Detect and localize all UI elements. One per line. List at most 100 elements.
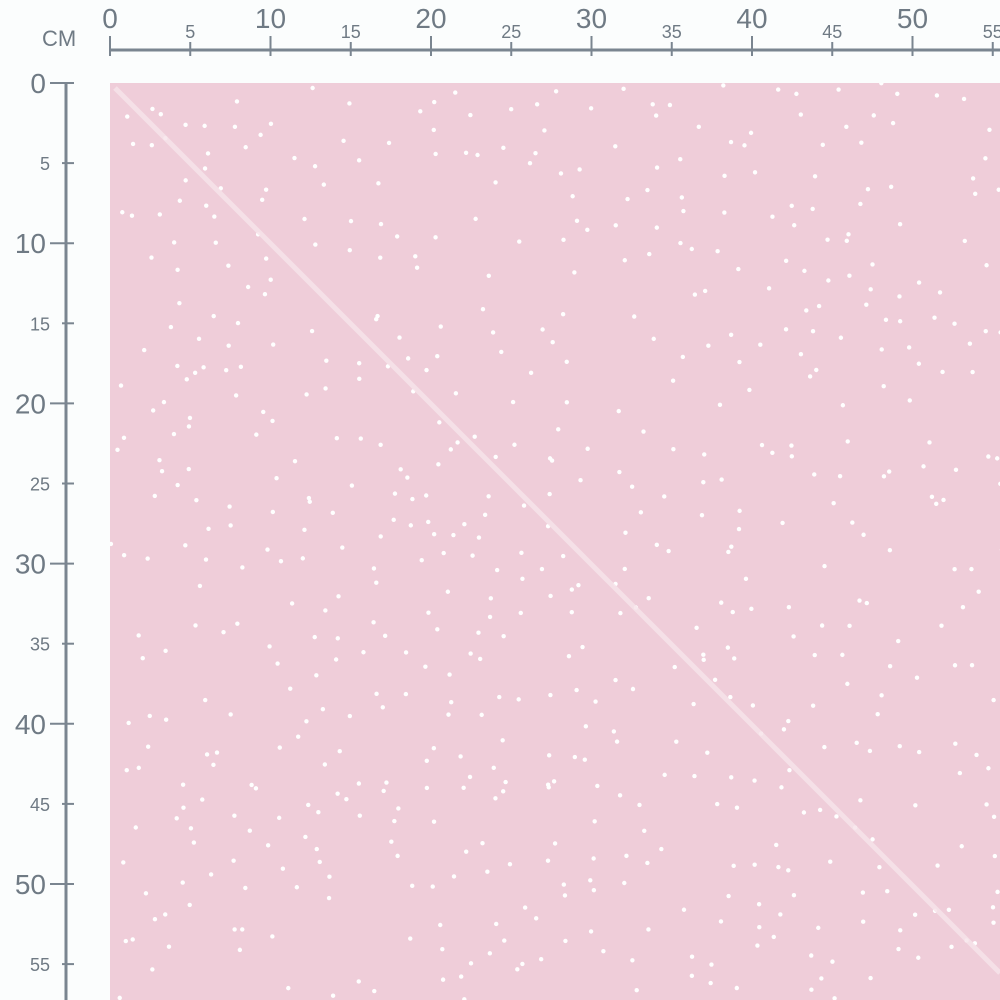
dot (323, 608, 328, 613)
dot (196, 336, 202, 342)
dot (145, 744, 151, 749)
dot (433, 235, 438, 240)
dot (240, 927, 245, 932)
dot (970, 369, 975, 375)
dot (304, 392, 309, 397)
dot (490, 330, 496, 335)
dot (435, 354, 440, 359)
dot (152, 493, 158, 499)
dot (721, 83, 726, 88)
dot (356, 361, 362, 366)
dot (566, 653, 572, 659)
dot (736, 266, 741, 272)
dot (861, 532, 866, 537)
dot (752, 778, 757, 783)
dot (268, 121, 274, 126)
dot (865, 187, 871, 192)
dot (424, 367, 429, 373)
dot (194, 497, 199, 503)
top-tick-label: 45 (822, 22, 842, 42)
dot (129, 213, 135, 218)
left-tick-label: 45 (30, 795, 50, 815)
dot (840, 652, 845, 658)
dot (435, 627, 440, 632)
dot (564, 400, 570, 405)
dot (186, 466, 191, 472)
dot (984, 263, 989, 268)
dot (701, 652, 706, 657)
dot (622, 258, 627, 263)
dot (147, 713, 152, 719)
dot (433, 151, 438, 157)
dot (468, 651, 473, 656)
dot (722, 210, 727, 215)
dot (914, 675, 920, 680)
dot (651, 336, 656, 342)
dot (157, 212, 163, 217)
dot (547, 491, 552, 497)
dot (120, 210, 125, 215)
dot (730, 609, 735, 615)
dot (737, 508, 742, 514)
dot (574, 687, 579, 693)
dot (539, 566, 545, 572)
dot (634, 988, 639, 993)
dot (538, 956, 544, 962)
dot (613, 223, 618, 228)
dot (125, 114, 130, 119)
dot (819, 976, 824, 981)
dot (846, 232, 851, 237)
dot (674, 739, 679, 744)
dot (159, 469, 165, 474)
dot (701, 480, 706, 485)
dot (591, 856, 596, 861)
dot (493, 796, 498, 801)
dot (870, 837, 875, 842)
dot (857, 598, 862, 603)
dot (834, 814, 839, 819)
dot (423, 664, 428, 669)
dot (617, 793, 623, 798)
dot (659, 846, 664, 852)
dot (501, 633, 506, 639)
top-tick-label: 40 (736, 3, 767, 34)
dot (480, 307, 486, 312)
dot (335, 791, 340, 796)
dot (423, 493, 429, 498)
top-tick-label: 35 (662, 22, 682, 42)
dot (157, 458, 162, 463)
dot (405, 475, 410, 480)
dot (953, 467, 959, 473)
dot (826, 278, 831, 283)
dot (440, 977, 446, 982)
dot (324, 358, 329, 363)
dot (517, 239, 522, 244)
dot (175, 267, 180, 273)
dot (240, 565, 245, 570)
dot (123, 938, 129, 944)
dot (486, 494, 491, 499)
dot (263, 187, 269, 192)
dot (238, 364, 244, 370)
dot (750, 703, 756, 708)
dot (487, 614, 493, 620)
dot (378, 534, 383, 539)
left-tick-label: 0 (30, 68, 46, 99)
dot (546, 785, 551, 790)
dot (731, 863, 736, 869)
dot (883, 317, 889, 323)
dot (497, 694, 502, 700)
dot (783, 327, 789, 332)
dot (816, 303, 822, 309)
dot (613, 677, 618, 683)
dot (150, 106, 155, 112)
dot (752, 170, 758, 175)
dot (446, 712, 451, 717)
dot (503, 779, 508, 785)
dot (473, 216, 478, 222)
dot (491, 765, 496, 771)
dot (502, 938, 507, 943)
dot (987, 127, 992, 133)
dot (163, 912, 168, 917)
dot (996, 187, 1000, 192)
